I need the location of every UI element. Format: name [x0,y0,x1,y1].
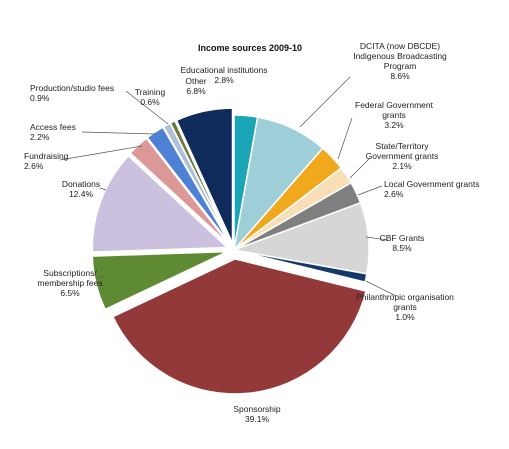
slice-value-label: 39.1% [245,414,270,424]
slice-value-label: 12.4% [69,189,94,199]
slice-name-line: Fundraising [24,151,69,161]
slice-name-line: Access fees [30,122,76,132]
slice-value-label: 8.5% [392,243,412,253]
slice-name-line: Federal Government [355,100,434,110]
leader-lines [59,76,397,297]
slice-label-dcita-now-dbcde-indigenous-broadcasting-program: DCITA (now DBCDE) Indigenous Broadcasting… [353,41,447,81]
leader-line-cbf-grants [365,236,389,241]
slice-value-label: 2.8% [214,75,234,85]
leader-line-fundraising [59,145,143,161]
pie-slice-training [169,119,232,245]
slice-name-line: Subscriptions/ [43,268,97,278]
pie-slice-sponsorship [111,258,367,395]
slice-label-access-fees: Access fees 2.2% [30,122,76,142]
slice-label-cbf-grants: CBF Grants 8.5% [380,233,425,253]
slice-label-donations: Donations 12.4% [62,179,100,199]
slice-label-sponsorship: Sponsorship 39.1% [233,404,281,424]
leader-line-dcita-now-dbcde-indigenous-broadcasting-program [299,76,351,128]
slice-value-label: 2.6% [24,161,44,171]
slice-name-line: Production/studio fees [30,83,114,93]
slice-name-line: Other [185,76,206,86]
slice-name-line: Government grants [366,151,439,161]
slice-label-other: Other 6.8% [185,76,206,96]
slice-name-line: Local Government grants [384,179,479,189]
leader-line-federal-government-grants [337,117,353,160]
slice-name-line: grants [393,302,417,312]
leader-line-state-territory-government-grants [349,157,371,179]
leader-line-subscriptions-membership-fees [97,275,105,279]
slice-value-label: 6.5% [60,288,80,298]
slice-value-label: 0.9% [30,93,50,103]
slice-label-production-studio-fees: Production/studio fees 0.9% [30,83,114,103]
slice-name-line: Sponsorship [233,404,281,414]
pie-slice-subscriptions-membership-fees [91,250,228,311]
slice-label-state-territory-government-grants: State/Territory Government grants 2.1% [366,141,439,171]
slice-name-line: Philanthropic organisation [356,292,454,302]
pie-slice-philanthropic-organisation-grants [233,249,368,284]
slice-name-line: Indigenous Broadcasting [353,51,447,61]
slice-value-label: 3.2% [384,120,404,130]
slice-labels: Educational institutions 2.8% DCITA (now D… [24,41,479,424]
slice-value-label: 8.6% [390,71,410,81]
slice-label-philanthropic-organisation-grants: Philanthropic organisation grants 1.0% [356,292,454,322]
slice-value-label: 1.0% [395,312,415,322]
slice-value-label: 2.6% [384,189,404,199]
slice-name-line: DCITA (now DBCDE) [360,41,440,51]
slice-label-fundraising: Fundraising 2.6% [24,151,69,171]
slice-label-educational-institutions: Educational institutions 2.8% [181,65,268,85]
pie-slices [91,107,370,395]
slice-name-line: State/Territory [376,141,430,151]
slice-name-line: CBF Grants [380,233,425,243]
pie-slice-donations [91,154,230,253]
slice-value-label: 2.1% [392,161,412,171]
leader-line-access-fees [81,131,157,135]
pie-slice-other [175,107,234,244]
slice-name-line: Program [384,61,417,71]
leader-line-donations [99,187,107,191]
pie-slice-fundraising [129,137,230,246]
slice-label-federal-government-grants: Federal Government grants 3.2% [355,100,434,130]
slice-name-line: Donations [62,179,100,189]
slice-label-local-government-grants: Local Government grants 2.6% [384,179,479,199]
leader-line-local-government-grants [357,185,383,196]
slice-label-subscriptions-membership-fees: Subscriptions/membership fees 6.5% [37,268,102,298]
slice-name-line: membership fees [37,278,102,288]
slice-value-label: 6.8% [186,86,206,96]
slice-name-line: Educational institutions [181,65,268,75]
leader-line-philanthropic-organisation-grants [365,280,397,297]
slice-value-label: 0.6% [140,97,160,107]
slice-label-training: Training 0.6% [135,87,166,107]
chart-title: Income sources 2009-10 [198,43,302,53]
slice-name-line: grants [382,110,406,120]
slice-value-label: 2.2% [30,132,50,142]
slice-name-line: Training [135,87,166,97]
leader-line-production-studio-fees [125,90,169,125]
